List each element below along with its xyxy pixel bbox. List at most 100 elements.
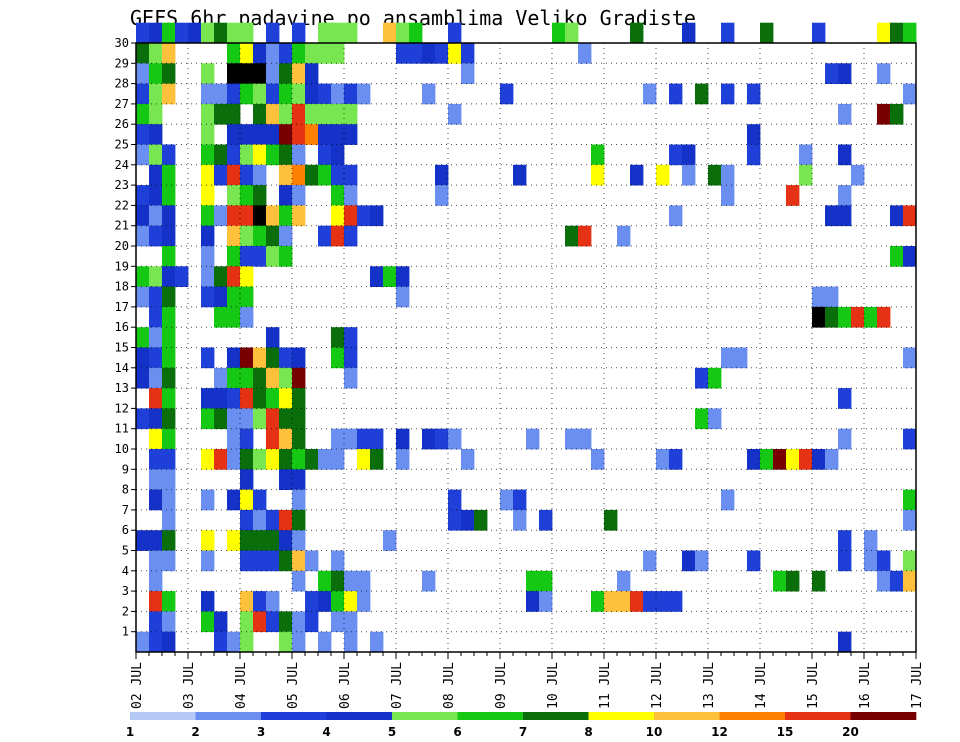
y-tick-label: 4 [122, 564, 129, 578]
heatmap-cell [149, 611, 163, 633]
heatmap-cell [266, 591, 280, 612]
heatmap-cell [877, 63, 891, 84]
heatmap-cell [266, 509, 280, 531]
heatmap-cell [617, 570, 631, 592]
heatmap-cell [825, 286, 839, 308]
heatmap-cell [149, 124, 163, 145]
color-legend: 1 2 3 4 5 6 7 8 10 12 15 20 [126, 712, 917, 739]
heatmap-cell [422, 428, 436, 450]
heatmap-cell [344, 164, 358, 186]
heatmap-cell [357, 570, 371, 592]
heatmap-cell [253, 449, 267, 470]
heatmap-cell [344, 591, 358, 612]
heatmap-cell [279, 124, 293, 145]
heatmap-cell [227, 286, 241, 308]
heatmap-cell [201, 225, 215, 247]
heatmap-cell [214, 144, 228, 166]
heatmap-cell [877, 306, 891, 328]
heatmap-cell [149, 469, 163, 490]
heatmap-cell [201, 449, 215, 470]
heatmap-cell [825, 449, 839, 470]
heatmap-cell [136, 327, 150, 348]
heatmap-cell [721, 22, 735, 44]
heatmap-cell [357, 205, 371, 227]
heatmap-cell [617, 591, 631, 612]
heatmap-cell [253, 530, 267, 551]
heatmap-cell [201, 205, 215, 227]
heatmap-cell [227, 246, 241, 267]
heatmap-cell [318, 591, 332, 612]
heatmap-cell [201, 347, 215, 369]
heatmap-cell [240, 469, 254, 490]
heatmap-cell [578, 428, 592, 450]
heatmap-cell [396, 286, 410, 308]
heatmap-cell [500, 83, 514, 105]
heatmap-cell [292, 367, 306, 389]
heatmap-cell [175, 266, 189, 287]
heatmap-cell [903, 550, 917, 572]
heatmap-cell [643, 83, 657, 105]
heatmap-cell [344, 124, 358, 145]
legend-swatch [850, 712, 917, 720]
heatmap-cell [318, 225, 332, 247]
heatmap-cell [422, 570, 436, 592]
legend-swatch [392, 712, 458, 720]
heatmap-cell [903, 428, 917, 450]
heatmap-cell [162, 22, 176, 44]
heatmap-cell [331, 205, 345, 227]
legend-label: 2 [191, 725, 199, 739]
heatmap-cell [136, 83, 150, 105]
heatmap-cell [838, 63, 852, 84]
heatmap-cell [240, 550, 254, 572]
heatmap-cell [227, 347, 241, 369]
heatmap-cell [136, 225, 150, 247]
heatmap-cell [292, 550, 306, 572]
heatmap-cell [266, 246, 280, 267]
heatmap-cell [149, 144, 163, 166]
heatmap-cell [214, 631, 228, 653]
heatmap-cell [604, 509, 618, 531]
heatmap-cell [253, 246, 267, 267]
heatmap-cell [149, 570, 163, 592]
heatmap-cell [370, 449, 384, 470]
heatmap-cell [630, 22, 644, 44]
heatmap-cell [630, 591, 644, 612]
y-tick-label: 13 [115, 381, 129, 395]
y-tick-label: 12 [115, 401, 129, 415]
heatmap-cell [227, 428, 241, 450]
heatmap-cell [201, 591, 215, 612]
heatmap-cell [214, 103, 228, 125]
heatmap-cell [149, 164, 163, 186]
heatmap-cell [149, 428, 163, 450]
heatmap-cell [240, 347, 254, 369]
heatmap-cell [240, 246, 254, 267]
heatmap-cell [760, 449, 774, 470]
heatmap-cell [604, 591, 618, 612]
heatmap-cell [253, 591, 267, 612]
heatmap-cell [825, 205, 839, 227]
heatmap-cell [149, 22, 163, 44]
heatmap-cell [331, 103, 345, 125]
heatmap-cell [149, 103, 163, 125]
heatmap-cell [344, 367, 358, 389]
heatmap-cell [201, 388, 215, 409]
heatmap-cell [786, 449, 800, 470]
heatmap-cell [253, 144, 267, 166]
heatmap-cell [240, 509, 254, 531]
y-tick-label: 29 [115, 56, 129, 70]
heatmap-cell [877, 570, 891, 592]
heatmap-cell [214, 83, 228, 105]
heatmap-cell [214, 22, 228, 44]
heatmap-cell [838, 631, 852, 653]
heatmap-cell [201, 63, 215, 84]
heatmap-cell [279, 469, 293, 490]
heatmap-cell [331, 225, 345, 247]
heatmap-cell [890, 246, 904, 267]
heatmap-cell [383, 530, 397, 551]
heatmap-cell [136, 63, 150, 84]
heatmap-cell [266, 225, 280, 247]
heatmap-cell [240, 286, 254, 308]
heatmap-cell [279, 205, 293, 227]
heatmap-cell [682, 144, 696, 166]
